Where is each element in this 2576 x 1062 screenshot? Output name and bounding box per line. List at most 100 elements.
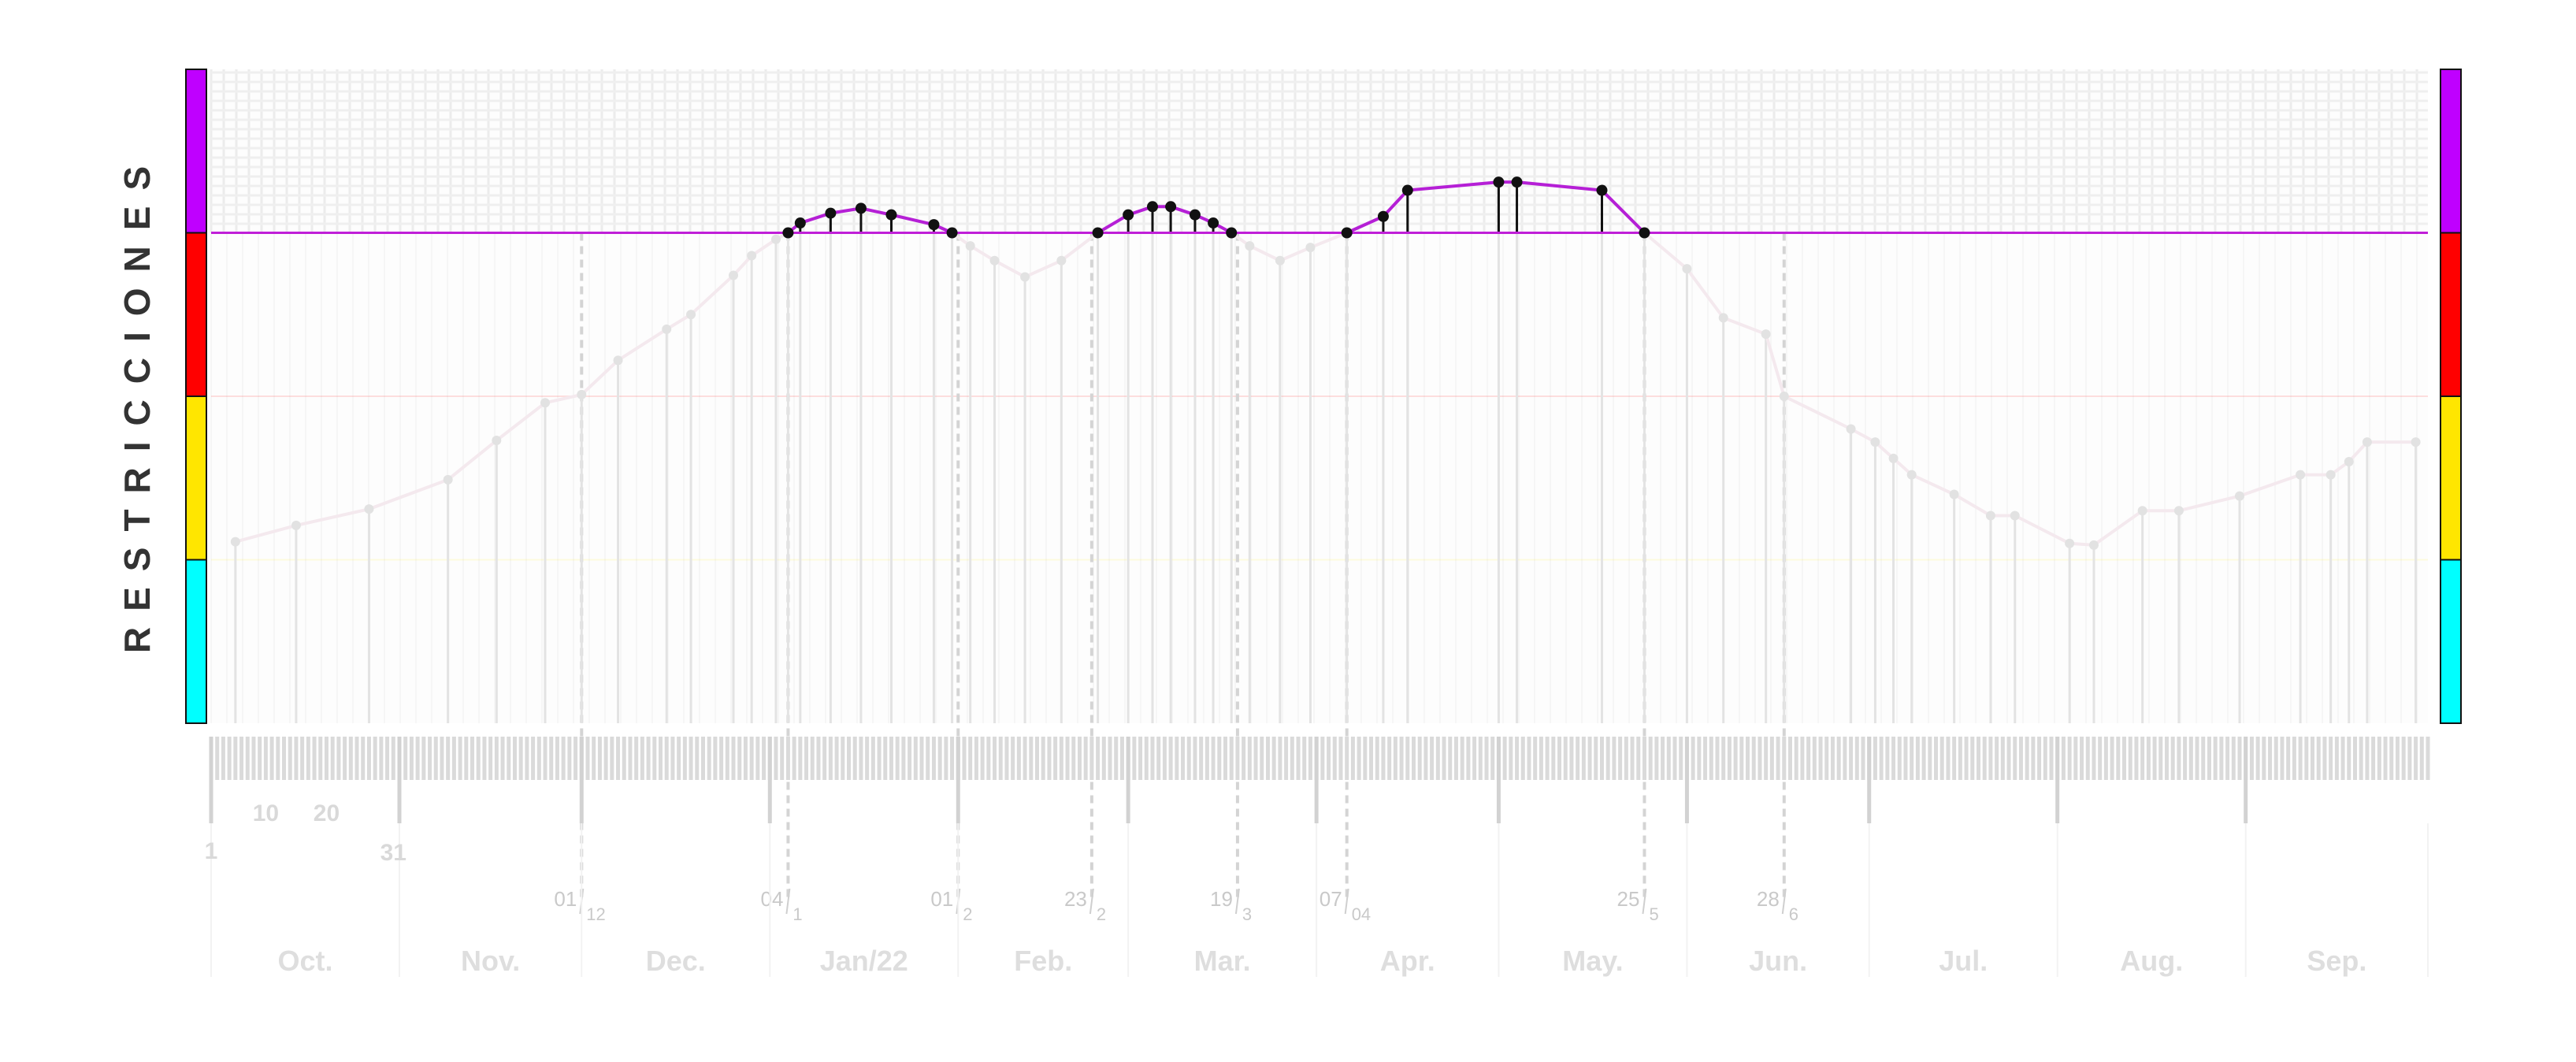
data-point — [1846, 424, 1856, 434]
day-label: 31 — [380, 840, 406, 866]
right-red-level-bar — [2440, 232, 2462, 397]
date-marker-day: 25 — [1617, 887, 1640, 911]
data-point — [2411, 437, 2421, 447]
date-marker-month: 1 — [792, 904, 802, 924]
data-point — [1718, 313, 1728, 323]
data-point — [2010, 511, 2020, 521]
month-label: Feb. — [1014, 945, 1072, 977]
data-point — [613, 355, 623, 366]
date-marker-slash — [1642, 888, 1647, 915]
data-point — [1761, 329, 1771, 340]
date-marker-month: 12 — [586, 904, 605, 924]
month-label: May. — [1562, 945, 1623, 977]
data-point-over-threshold — [928, 219, 940, 231]
data-point — [2137, 506, 2147, 516]
date-marker-month: 5 — [1649, 904, 1658, 924]
date-axis: Oct. Nov. Dec. Jan/22 Feb. Mar. Apr. May. Jun. Ju… — [205, 737, 2430, 977]
right-cyan-level-bar — [2440, 559, 2462, 724]
data-point-over-threshold — [825, 207, 837, 219]
data-point — [2173, 506, 2184, 516]
data-point — [1056, 255, 1067, 266]
date-marker-month: 2 — [1097, 904, 1106, 924]
left-yellow-level-bar — [185, 395, 207, 561]
left-cyan-level-bar — [185, 559, 207, 724]
date-marker-day: 01 — [930, 887, 953, 911]
data-point-over-threshold — [1146, 201, 1158, 213]
month-label: Aug. — [2120, 945, 2183, 977]
month-label: Dec. — [646, 945, 706, 977]
data-point-over-threshold — [1226, 227, 1238, 239]
data-point — [2362, 437, 2372, 447]
data-point — [1888, 453, 1899, 463]
date-marker-month: 3 — [1242, 904, 1252, 924]
data-point — [1985, 511, 1995, 521]
data-point-over-threshold — [1401, 184, 1413, 196]
data-point — [2065, 538, 2075, 548]
data-point-over-threshold — [1596, 184, 1608, 196]
left-red-level-bar — [185, 232, 207, 397]
data-point-over-threshold — [1092, 227, 1104, 239]
data-point — [1779, 392, 1789, 401]
date-marker-day: 28 — [1757, 887, 1780, 911]
data-point — [1906, 470, 1917, 480]
date-marker-day: 19 — [1210, 887, 1233, 911]
left-magenta-level-bar — [185, 69, 207, 234]
data-point-over-threshold — [782, 227, 794, 239]
data-point — [2235, 491, 2245, 501]
data-point — [729, 270, 739, 280]
right-magenta-level-bar — [2440, 69, 2462, 234]
data-point-over-threshold — [1165, 201, 1177, 213]
data-point — [686, 310, 696, 320]
data-point — [1870, 437, 1880, 447]
month-label: Jan/22 — [820, 945, 908, 977]
date-marker-slash — [785, 888, 791, 915]
data-point — [1020, 272, 1030, 282]
day-label: 1 — [205, 838, 218, 864]
data-point — [364, 504, 374, 514]
magenta-zone-grid — [210, 69, 2428, 233]
data-point — [662, 324, 672, 334]
data-point — [2325, 470, 2336, 480]
data-point — [1305, 243, 1316, 253]
date-marker-slash — [1344, 888, 1349, 915]
data-point-over-threshold — [1377, 210, 1389, 222]
data-point — [540, 398, 551, 408]
data-point — [230, 537, 240, 547]
day-label: 20 — [314, 800, 340, 826]
data-point-over-threshold — [1341, 227, 1353, 239]
day-label: 10 — [253, 800, 279, 826]
data-point — [492, 436, 502, 446]
data-point — [2088, 540, 2099, 550]
month-label: Sep. — [2307, 945, 2366, 977]
data-point — [443, 474, 453, 485]
date-marker-day: 04 — [760, 887, 783, 911]
data-point-over-threshold — [885, 209, 897, 221]
date-marker-slash — [1781, 888, 1787, 915]
data-point-over-threshold — [1123, 209, 1134, 221]
data-point-over-threshold — [946, 227, 958, 239]
restriction-level-bars — [185, 69, 2462, 724]
data-point — [2296, 470, 2306, 480]
data-point-over-threshold — [1493, 176, 1505, 188]
data-point — [577, 389, 587, 399]
data-point — [1275, 255, 1285, 266]
date-marker-month: 6 — [1789, 904, 1798, 924]
month-label: Jun. — [1749, 945, 1807, 977]
data-point — [989, 255, 1000, 266]
date-marker-day: 23 — [1064, 887, 1087, 911]
data-point-over-threshold — [855, 202, 867, 214]
month-label: Apr. — [1380, 945, 1435, 977]
data-point-over-threshold — [1639, 227, 1650, 239]
data-point — [965, 241, 975, 251]
data-point — [1245, 241, 1255, 251]
data-point-over-threshold — [1189, 209, 1201, 221]
month-label: Nov. — [461, 945, 520, 977]
date-marker-month: 2 — [963, 904, 972, 924]
data-point — [291, 520, 301, 530]
date-marker-slash — [1234, 888, 1240, 915]
data-points — [230, 176, 2421, 550]
data-point-over-threshold — [794, 217, 806, 229]
data-point — [770, 234, 781, 244]
month-label: Oct. — [277, 945, 332, 977]
